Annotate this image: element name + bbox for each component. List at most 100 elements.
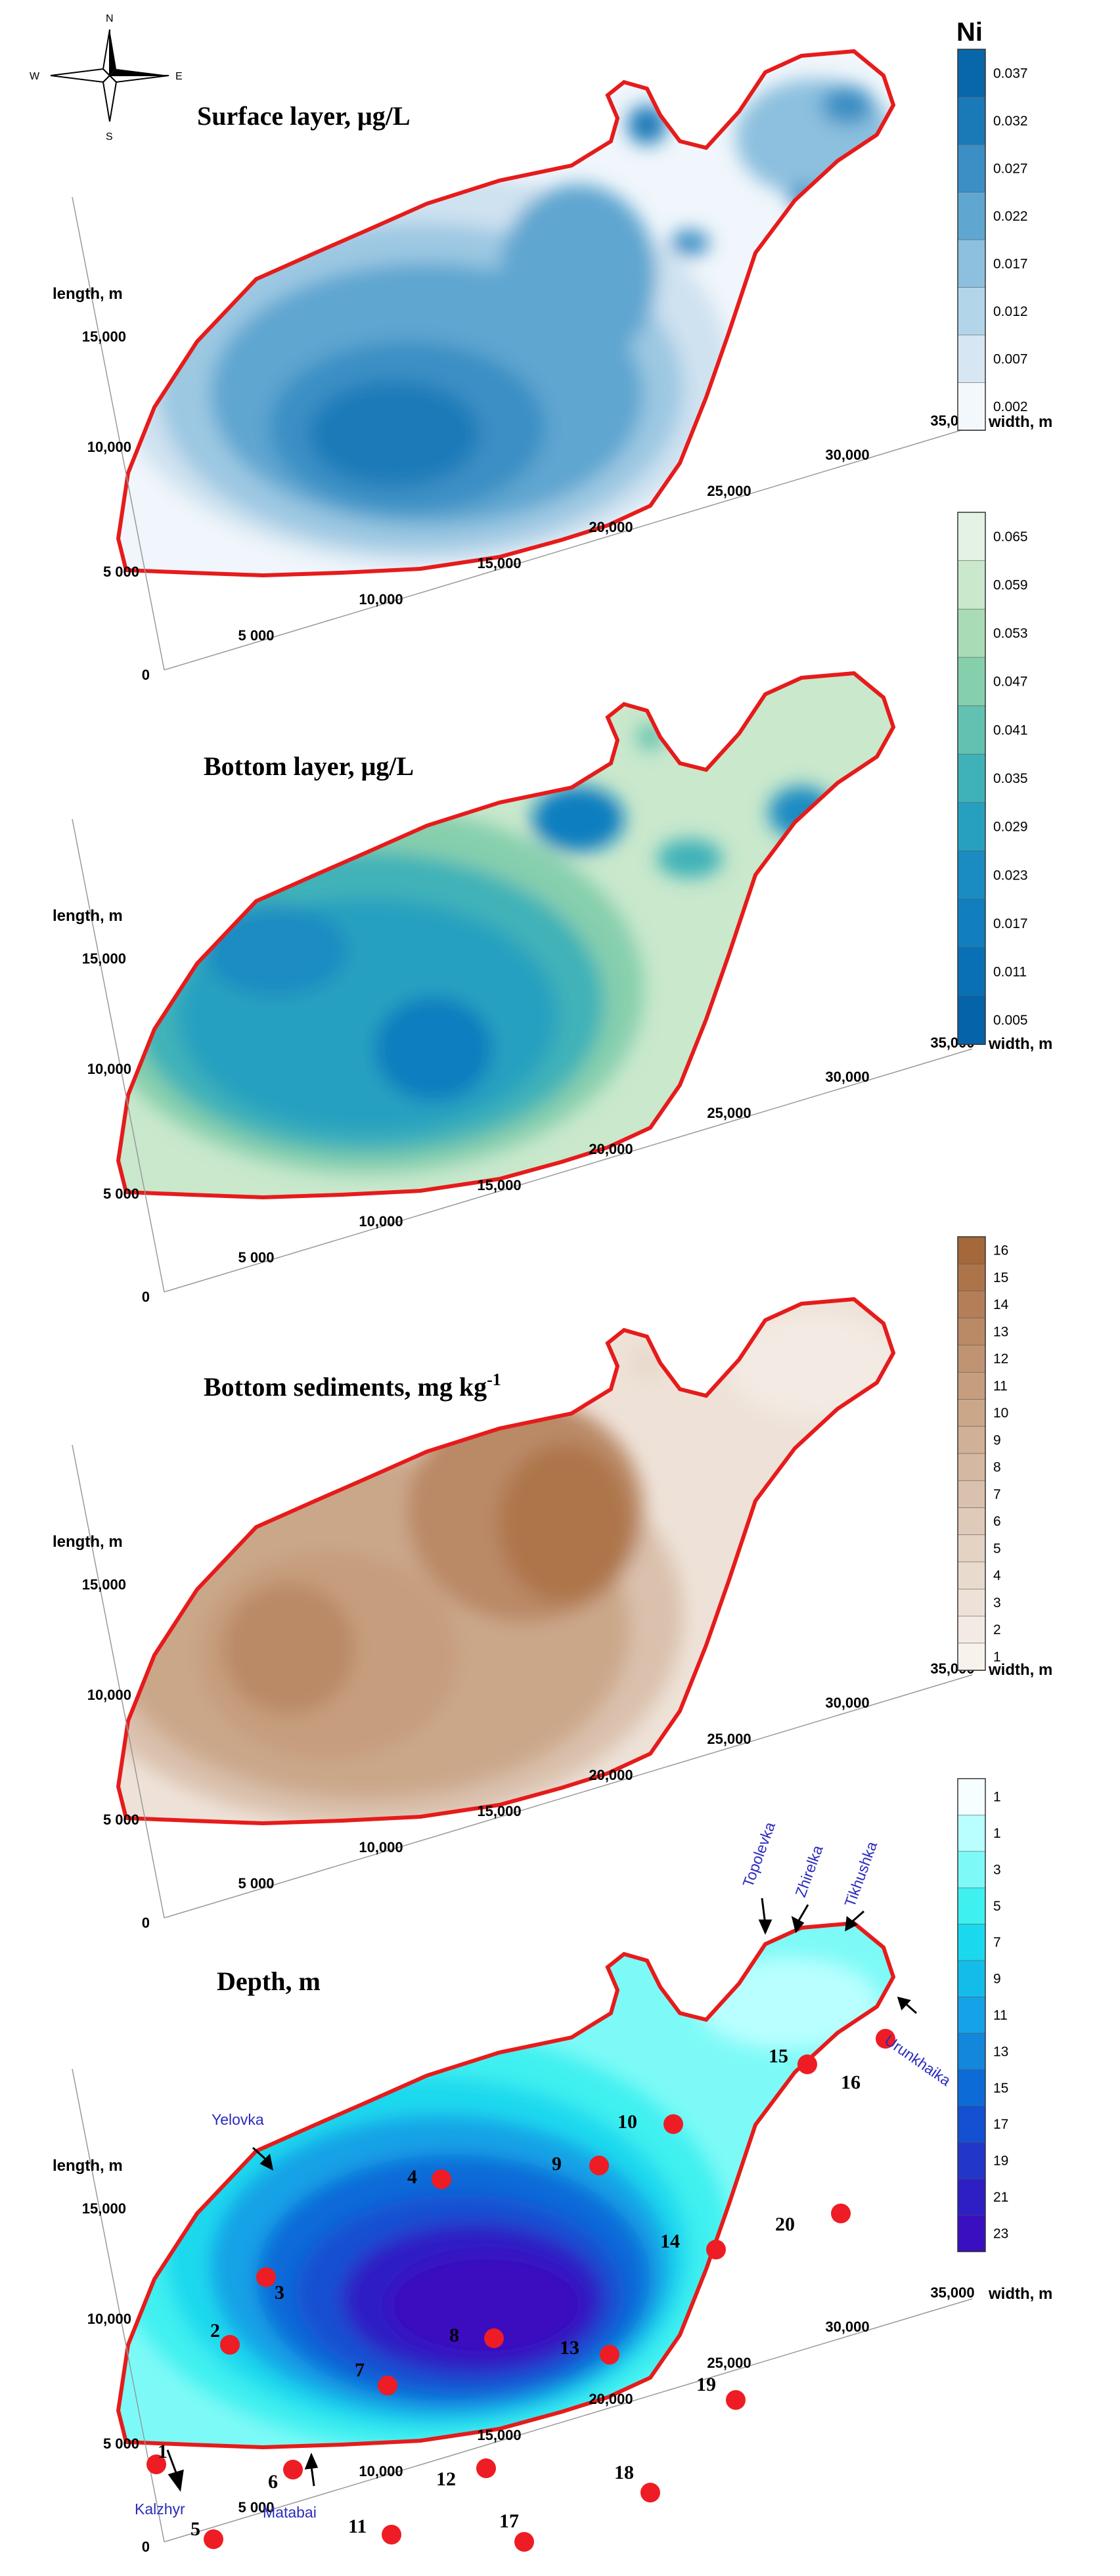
x-tick-label: 20,000: [589, 1141, 633, 1157]
colorbar-swatch: [957, 1318, 986, 1346]
colorbar-tick-label: 10: [993, 1406, 1008, 1421]
compass-e: E: [175, 71, 183, 82]
station-marker: [514, 2532, 534, 2552]
colorbar-swatch: [957, 192, 986, 240]
x-tick-label: 25,000: [707, 1731, 751, 1747]
colorbar-swatch: [957, 705, 986, 755]
river-label: Zhirelka: [792, 1843, 826, 1899]
x-tick-label: 25,000: [707, 483, 751, 499]
station-label: 2: [210, 2320, 220, 2342]
x-tick-label: 30,000: [825, 1069, 869, 1085]
colorbar-swatch: [957, 512, 986, 562]
colorbar-tick-label: 23: [993, 2226, 1008, 2241]
colorbar-swatch: [957, 2178, 986, 2216]
x-tick-label: 35,000: [930, 2284, 974, 2301]
colorbar-swatch: [957, 608, 986, 658]
colorbar-swatch: [957, 1399, 986, 1427]
title-superscript: -1: [487, 1370, 501, 1389]
x-axis-label-3: width, m: [988, 2285, 1052, 2303]
compass-w: W: [30, 71, 40, 82]
bottom-contour-fill: [118, 673, 893, 1197]
colorbar-tick-label: 0.065: [993, 529, 1028, 544]
colorbar-tick-label: 4: [993, 1568, 1001, 1584]
station-marker: [476, 2458, 496, 2478]
y-tick-label: 10,000: [87, 439, 131, 455]
x-tick-label: 15,000: [477, 2427, 521, 2443]
colorbar-tick-label: 0.002: [993, 399, 1028, 414]
station-label: 6: [268, 2471, 278, 2493]
colorbar-frame: [957, 1236, 986, 1671]
colorbar-tick-label: 5: [993, 1899, 1001, 1914]
compass-s: S: [106, 131, 113, 143]
x-tick-label: 20,000: [589, 2391, 633, 2407]
colorbar-tick-label: 0.023: [993, 868, 1028, 883]
station-label: 1: [158, 2441, 168, 2462]
y-tick-label: 10,000: [87, 2311, 131, 2327]
x-tick-label: 5 000: [238, 1249, 274, 1266]
colorbar-tick-label: 21: [993, 2190, 1008, 2205]
y-tick-label: 15,000: [82, 950, 126, 967]
x-tick-label: 30,000: [825, 2319, 869, 2335]
station-marker: [600, 2345, 619, 2365]
y-tick-label: 5 000: [103, 564, 139, 580]
station-marker: [432, 2169, 451, 2189]
colorbar-tick-label: 0.032: [993, 114, 1028, 129]
colorbar-tick-label: 0.059: [993, 577, 1028, 592]
colorbar-tick-label: 9: [993, 1972, 1001, 1987]
colorbar-tick-label: 11: [993, 1379, 1008, 1394]
station-marker: [706, 2240, 726, 2259]
x-tick-label: 10,000: [359, 2463, 403, 2479]
colorbar-tick-label: 0.053: [993, 626, 1028, 641]
colorbar-tick-label: 0.027: [993, 161, 1028, 176]
y-tick-label: 15,000: [82, 1576, 126, 1593]
y-tick-label: 5 000: [103, 1186, 139, 1202]
station-label: 20: [775, 2213, 795, 2235]
station-marker: [484, 2328, 504, 2348]
station-label: 17: [499, 2510, 519, 2532]
x-axis-label-2: width, m: [988, 1661, 1052, 1679]
river-label: Kalzhyr: [135, 2500, 185, 2518]
colorbar-tick-label: 0.007: [993, 351, 1028, 366]
chart-title-0: Surface layer, μg/L: [197, 101, 411, 131]
station-label: 16: [841, 2072, 861, 2093]
x-tick-label: 30,000: [825, 447, 869, 463]
y-axis-label-2: length, m: [53, 1533, 123, 1551]
colorbar-tick-label: 0.029: [993, 820, 1028, 835]
station-label: 10: [617, 2111, 637, 2133]
colorbar-swatch: [957, 2215, 986, 2252]
y-axis-label-1: length, m: [53, 907, 123, 925]
colorbar-tick-label: 8: [993, 1460, 1001, 1475]
colorbar-swatch: [957, 382, 986, 431]
station-marker: [797, 2054, 817, 2074]
colorbar-swatch: [957, 1534, 986, 1563]
x-axis-label-0: width, m: [988, 413, 1052, 431]
colorbar-swatch: [957, 560, 986, 610]
station-label: 18: [614, 2462, 634, 2483]
station-marker: [876, 2029, 895, 2049]
station-marker: [378, 2376, 397, 2395]
x-tick-label: 10,000: [359, 1213, 403, 1230]
colorbar-swatch: [957, 49, 986, 98]
x-tick-label: 10,000: [359, 1839, 403, 1855]
colorbar-swatch: [957, 753, 986, 803]
station-label: 11: [348, 2516, 367, 2537]
y-tick-label: 5 000: [103, 2435, 139, 2452]
station-label: 3: [275, 2282, 284, 2303]
compass-n: N: [106, 13, 114, 24]
colorbar-tick-label: 0.012: [993, 304, 1028, 319]
colorbar-tick-label: 0.017: [993, 916, 1028, 931]
x-tick-label: 25,000: [707, 1105, 751, 1121]
panel-surface-layer: [72, 39, 973, 671]
colorbar-swatch: [957, 1561, 986, 1590]
colorbar-swatch: [957, 97, 986, 145]
colorbar-swatch: [957, 802, 986, 852]
colorbar-tick-label: 0.041: [993, 722, 1028, 738]
y-tick-label: 0: [142, 2539, 150, 2555]
y-tick-label: 0: [142, 1915, 150, 1931]
colorbar-tick-label: 1: [993, 1826, 1001, 1841]
colorbar-swatch: [957, 1344, 986, 1373]
colorbar-swatch: [957, 144, 986, 193]
colorbar-swatch: [957, 239, 986, 288]
